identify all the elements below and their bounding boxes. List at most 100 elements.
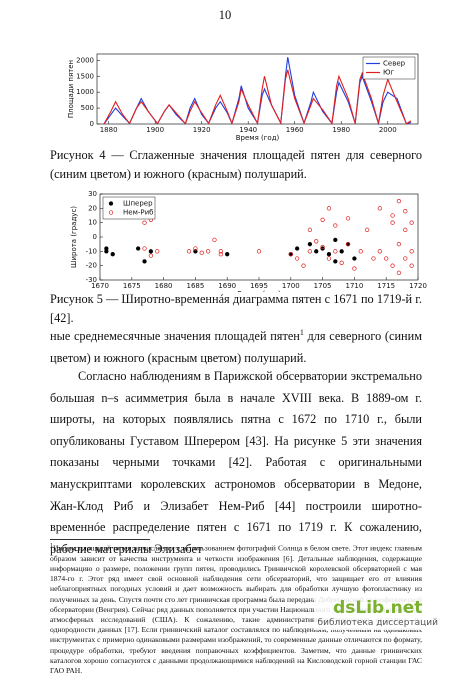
legend-label: Нем-Риб bbox=[123, 209, 153, 217]
point bbox=[326, 252, 332, 257]
x-axis-label: Время (год) bbox=[236, 134, 280, 142]
text: для северного (синим цветом) и южного (к… bbox=[50, 329, 422, 365]
footnote-rule bbox=[50, 539, 150, 540]
point bbox=[396, 270, 402, 275]
x-tick-label: 1920 bbox=[193, 126, 211, 134]
x-tick-label: 1690 bbox=[218, 282, 236, 290]
point bbox=[358, 249, 363, 254]
point bbox=[333, 223, 338, 228]
y-tick-label: -10 bbox=[86, 247, 97, 255]
point bbox=[104, 246, 109, 251]
point bbox=[256, 249, 262, 254]
legend-label: Север bbox=[383, 60, 406, 68]
point bbox=[288, 252, 293, 257]
x-tick-label: 1675 bbox=[123, 282, 141, 290]
y-tick-label: 1500 bbox=[76, 72, 94, 80]
point bbox=[377, 249, 382, 254]
point bbox=[390, 220, 395, 225]
point bbox=[142, 246, 147, 251]
y-tick-label: 1000 bbox=[76, 88, 94, 96]
point bbox=[403, 227, 408, 232]
x-tick-label: 1940 bbox=[239, 126, 257, 134]
y-tick-label: 500 bbox=[81, 104, 94, 112]
point bbox=[136, 246, 141, 251]
point bbox=[339, 249, 344, 254]
x-tick-label: 1960 bbox=[286, 126, 304, 134]
y-tick-label: 2000 bbox=[76, 56, 94, 64]
page: 10 1880 1900 1920 1940 1960 1980 2000 0 500 1000 1… bbox=[50, 8, 442, 675]
point bbox=[218, 252, 223, 257]
point bbox=[193, 249, 198, 254]
point bbox=[320, 244, 325, 250]
point bbox=[390, 263, 395, 268]
point bbox=[409, 263, 414, 268]
point bbox=[384, 256, 389, 261]
x-tick-label: 1680 bbox=[155, 282, 173, 290]
x-tick-label: 1670 bbox=[91, 282, 109, 290]
point bbox=[155, 249, 160, 254]
point bbox=[307, 242, 313, 247]
x-tick-label: 1980 bbox=[332, 126, 350, 134]
point bbox=[371, 256, 376, 261]
footnote-ref: 1 bbox=[299, 328, 304, 337]
legend-label: Шперер bbox=[123, 200, 153, 208]
point bbox=[307, 227, 313, 232]
point bbox=[225, 252, 230, 257]
y-tick-label: 0 bbox=[93, 233, 97, 241]
point bbox=[377, 206, 382, 211]
x-tick-label: 1900 bbox=[146, 126, 164, 134]
y-tick-label: 30 bbox=[88, 190, 97, 198]
point bbox=[212, 237, 217, 243]
point bbox=[333, 259, 338, 264]
point bbox=[193, 246, 198, 251]
caption: Рисунок 5 — Широтно-временнáя диаграмма … bbox=[50, 292, 422, 325]
point bbox=[326, 256, 332, 261]
point bbox=[205, 249, 211, 254]
paragraph: Согласно наблюдениям в Парижской обсерва… bbox=[50, 366, 422, 560]
point bbox=[142, 259, 147, 264]
point bbox=[301, 263, 306, 268]
y-tick-label: 0 bbox=[90, 120, 94, 128]
point bbox=[326, 206, 332, 211]
y-axis-label: Широта (градус) bbox=[70, 206, 78, 268]
point bbox=[186, 249, 192, 254]
y-tick-label: 20 bbox=[88, 204, 97, 212]
point bbox=[403, 209, 408, 214]
point bbox=[295, 256, 300, 261]
point bbox=[364, 227, 370, 232]
point bbox=[142, 220, 147, 225]
point bbox=[148, 249, 154, 254]
point bbox=[110, 252, 115, 257]
point bbox=[352, 266, 357, 271]
point bbox=[345, 216, 351, 221]
point bbox=[314, 239, 319, 244]
point bbox=[314, 249, 319, 254]
footnote-mark: 1 bbox=[50, 543, 53, 549]
x-tick-label: 1685 bbox=[186, 282, 204, 290]
watermark: dsLib.net библиотека диссертаций bbox=[313, 596, 442, 630]
point bbox=[199, 250, 204, 255]
x-tick-label: 1720 bbox=[409, 282, 427, 290]
chart: 1670 1675 1680 1685 1690 1695 1700 1705 1710 1715… bbox=[70, 190, 427, 292]
paragraph: ные среднемесячные значения площадей пят… bbox=[50, 322, 422, 369]
legend-swatch bbox=[108, 201, 114, 206]
point bbox=[320, 217, 325, 222]
point bbox=[352, 256, 357, 261]
point bbox=[339, 260, 344, 265]
page-number: 10 bbox=[218, 8, 232, 22]
x-tick-label: 1695 bbox=[250, 282, 268, 290]
point bbox=[295, 246, 300, 251]
point bbox=[396, 199, 402, 204]
point bbox=[218, 249, 223, 254]
x-tick-label: 1705 bbox=[314, 282, 332, 290]
legend-swatch bbox=[108, 210, 114, 215]
x-axis-label: Время (год) bbox=[237, 290, 281, 292]
y-tick-label: -20 bbox=[86, 262, 97, 270]
y-tick-label: 10 bbox=[88, 219, 97, 227]
point bbox=[396, 242, 402, 247]
legend-label: Юг bbox=[383, 69, 395, 77]
point bbox=[390, 213, 395, 218]
x-tick-label: 1700 bbox=[282, 282, 300, 290]
point bbox=[320, 246, 325, 251]
y-tick-label: -30 bbox=[86, 276, 97, 284]
